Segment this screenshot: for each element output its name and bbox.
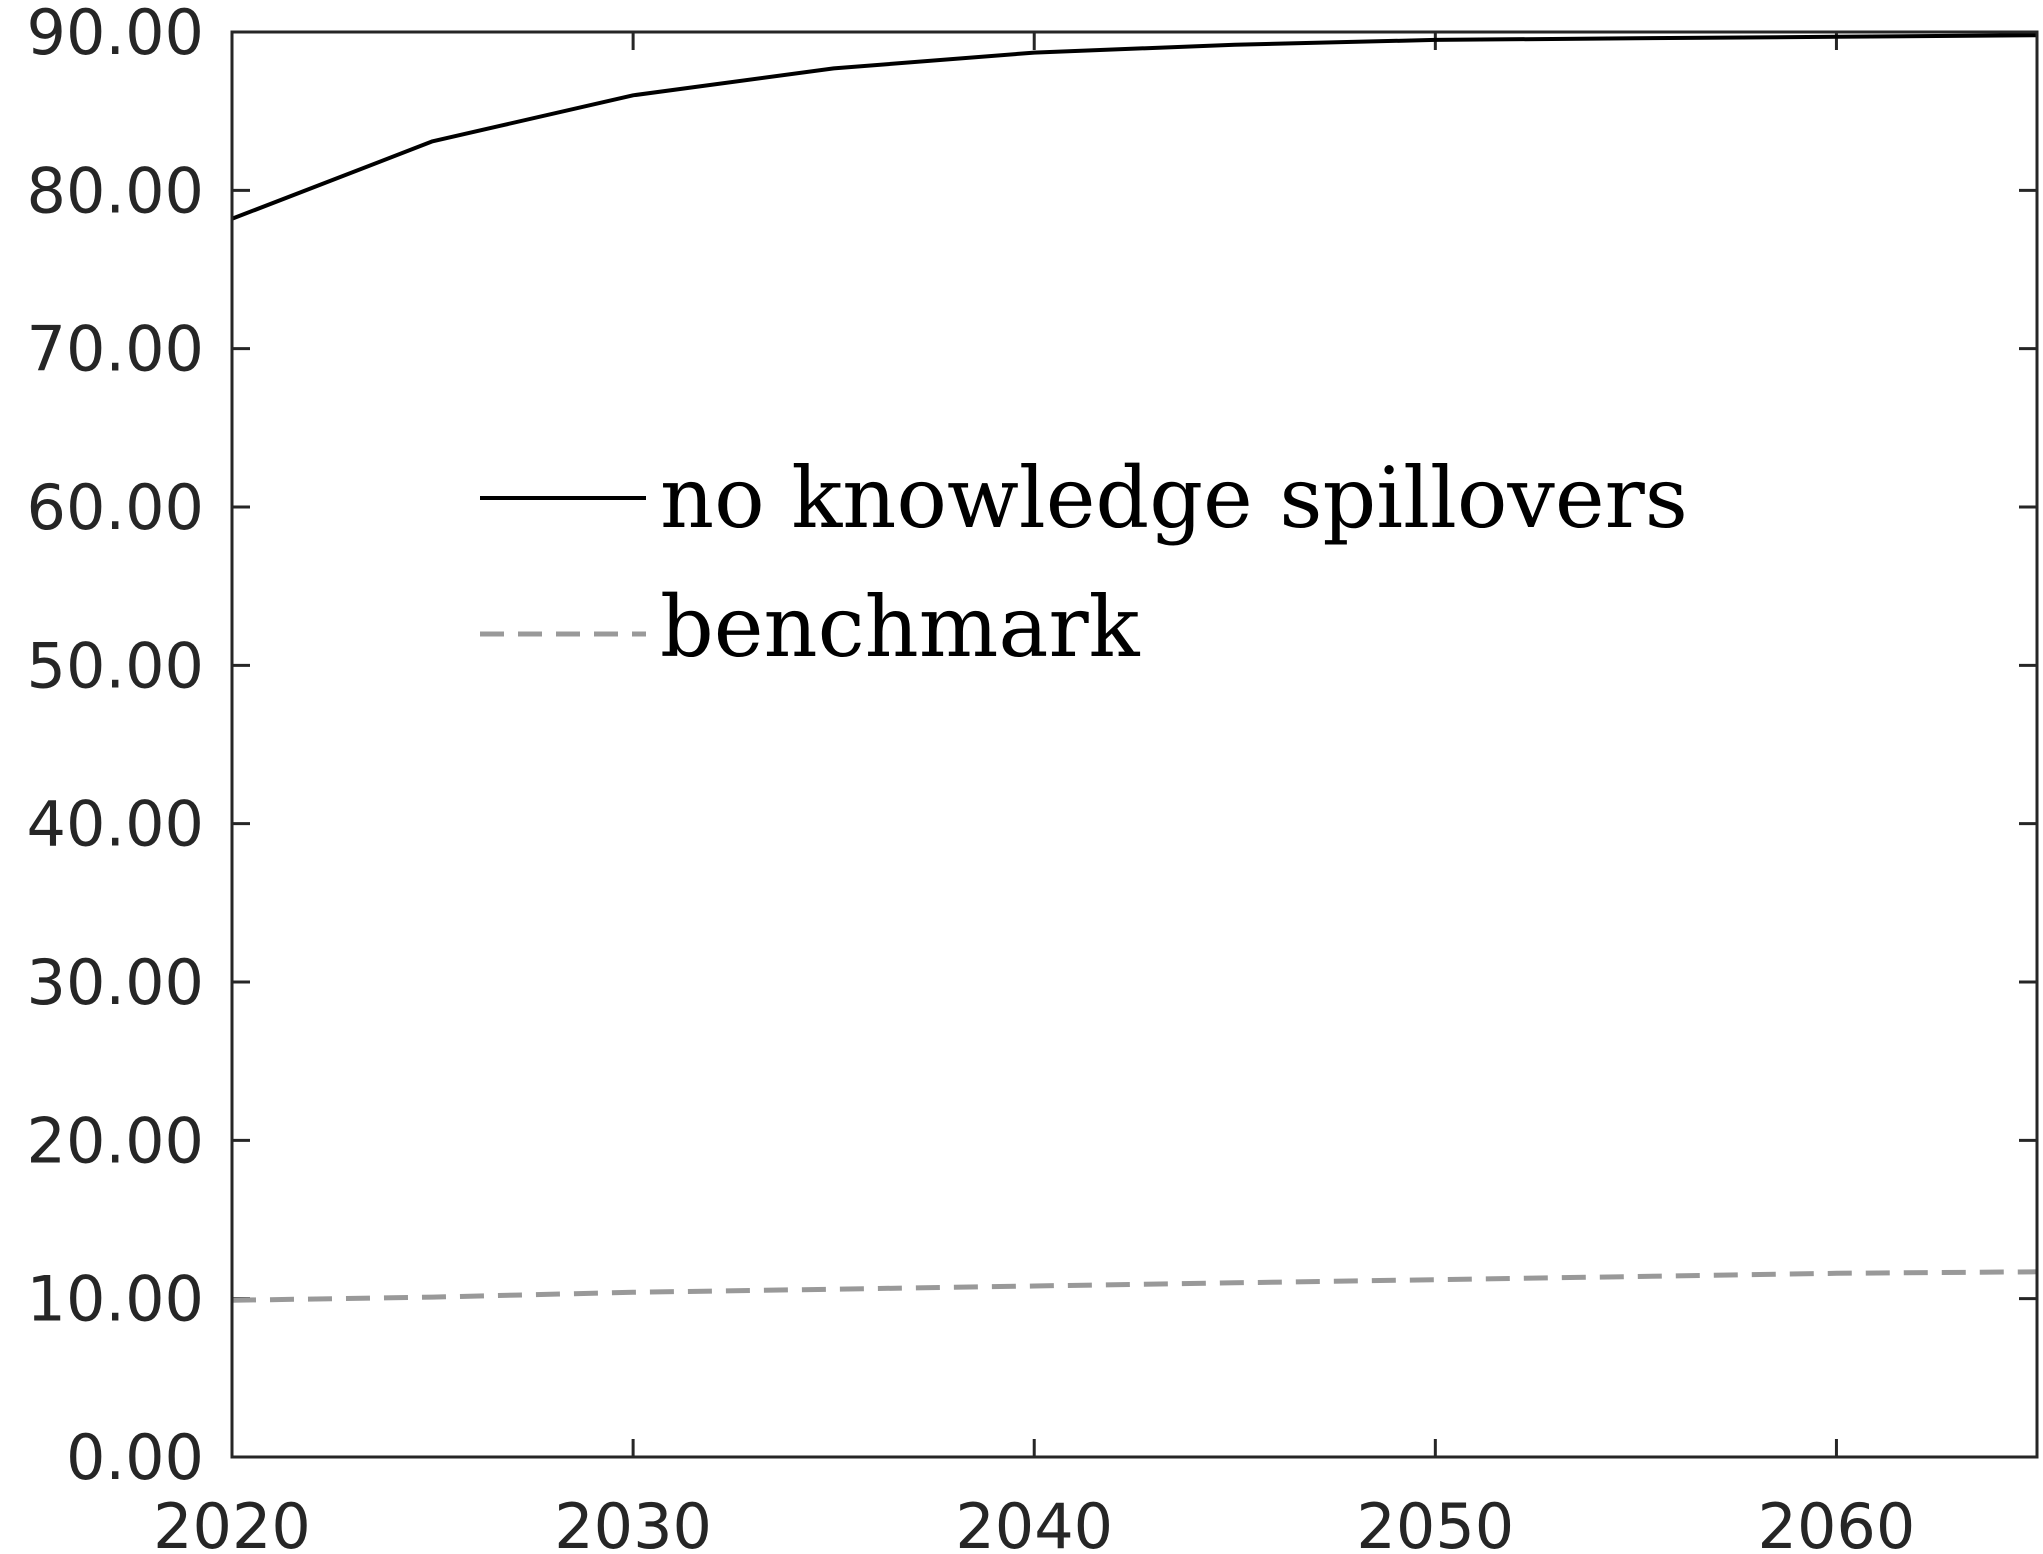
series-line-benchmark	[231, 1269, 2038, 1303]
y-tick-label: 60.00	[27, 471, 205, 544]
series-line-no-knowledge-spillovers	[231, 33, 2038, 221]
x-tick-label: 2040	[955, 1490, 1113, 1554]
legend-label-benchmark: benchmark	[660, 578, 1141, 676]
legend: no knowledge spillovers benchmark	[480, 449, 1688, 676]
x-tick-label: 2050	[1356, 1490, 1514, 1554]
legend-label-no-knowledge-spillovers: no knowledge spillovers	[660, 449, 1688, 547]
y-tick-label: 20.00	[27, 1104, 205, 1177]
y-tick-label: 90.00	[27, 0, 205, 69]
y-tick-label: 50.00	[27, 629, 205, 702]
series-lines	[231, 33, 2038, 1303]
y-tick-label: 70.00	[27, 313, 205, 386]
x-tick-label: 2020	[153, 1490, 311, 1554]
x-tick-label: 2030	[554, 1490, 712, 1554]
y-tick-labels: 0.00 10.00 20.00 30.00 40.00 50.00 60.00 70.00 8…	[27, 0, 205, 1494]
y-tick-label: 40.00	[27, 788, 205, 861]
x-tick-labels: 2020 2030 2040 2050 2060	[153, 1490, 1915, 1554]
y-tick-label: 0.00	[66, 1421, 204, 1494]
y-tick-label: 80.00	[27, 154, 205, 227]
x-tick-label: 2060	[1758, 1490, 1916, 1554]
axis-ticks	[230, 30, 2037, 1459]
y-tick-label: 30.00	[27, 946, 205, 1019]
y-tick-label: 10.00	[27, 1263, 205, 1336]
plot-frame	[230, 30, 2039, 1459]
